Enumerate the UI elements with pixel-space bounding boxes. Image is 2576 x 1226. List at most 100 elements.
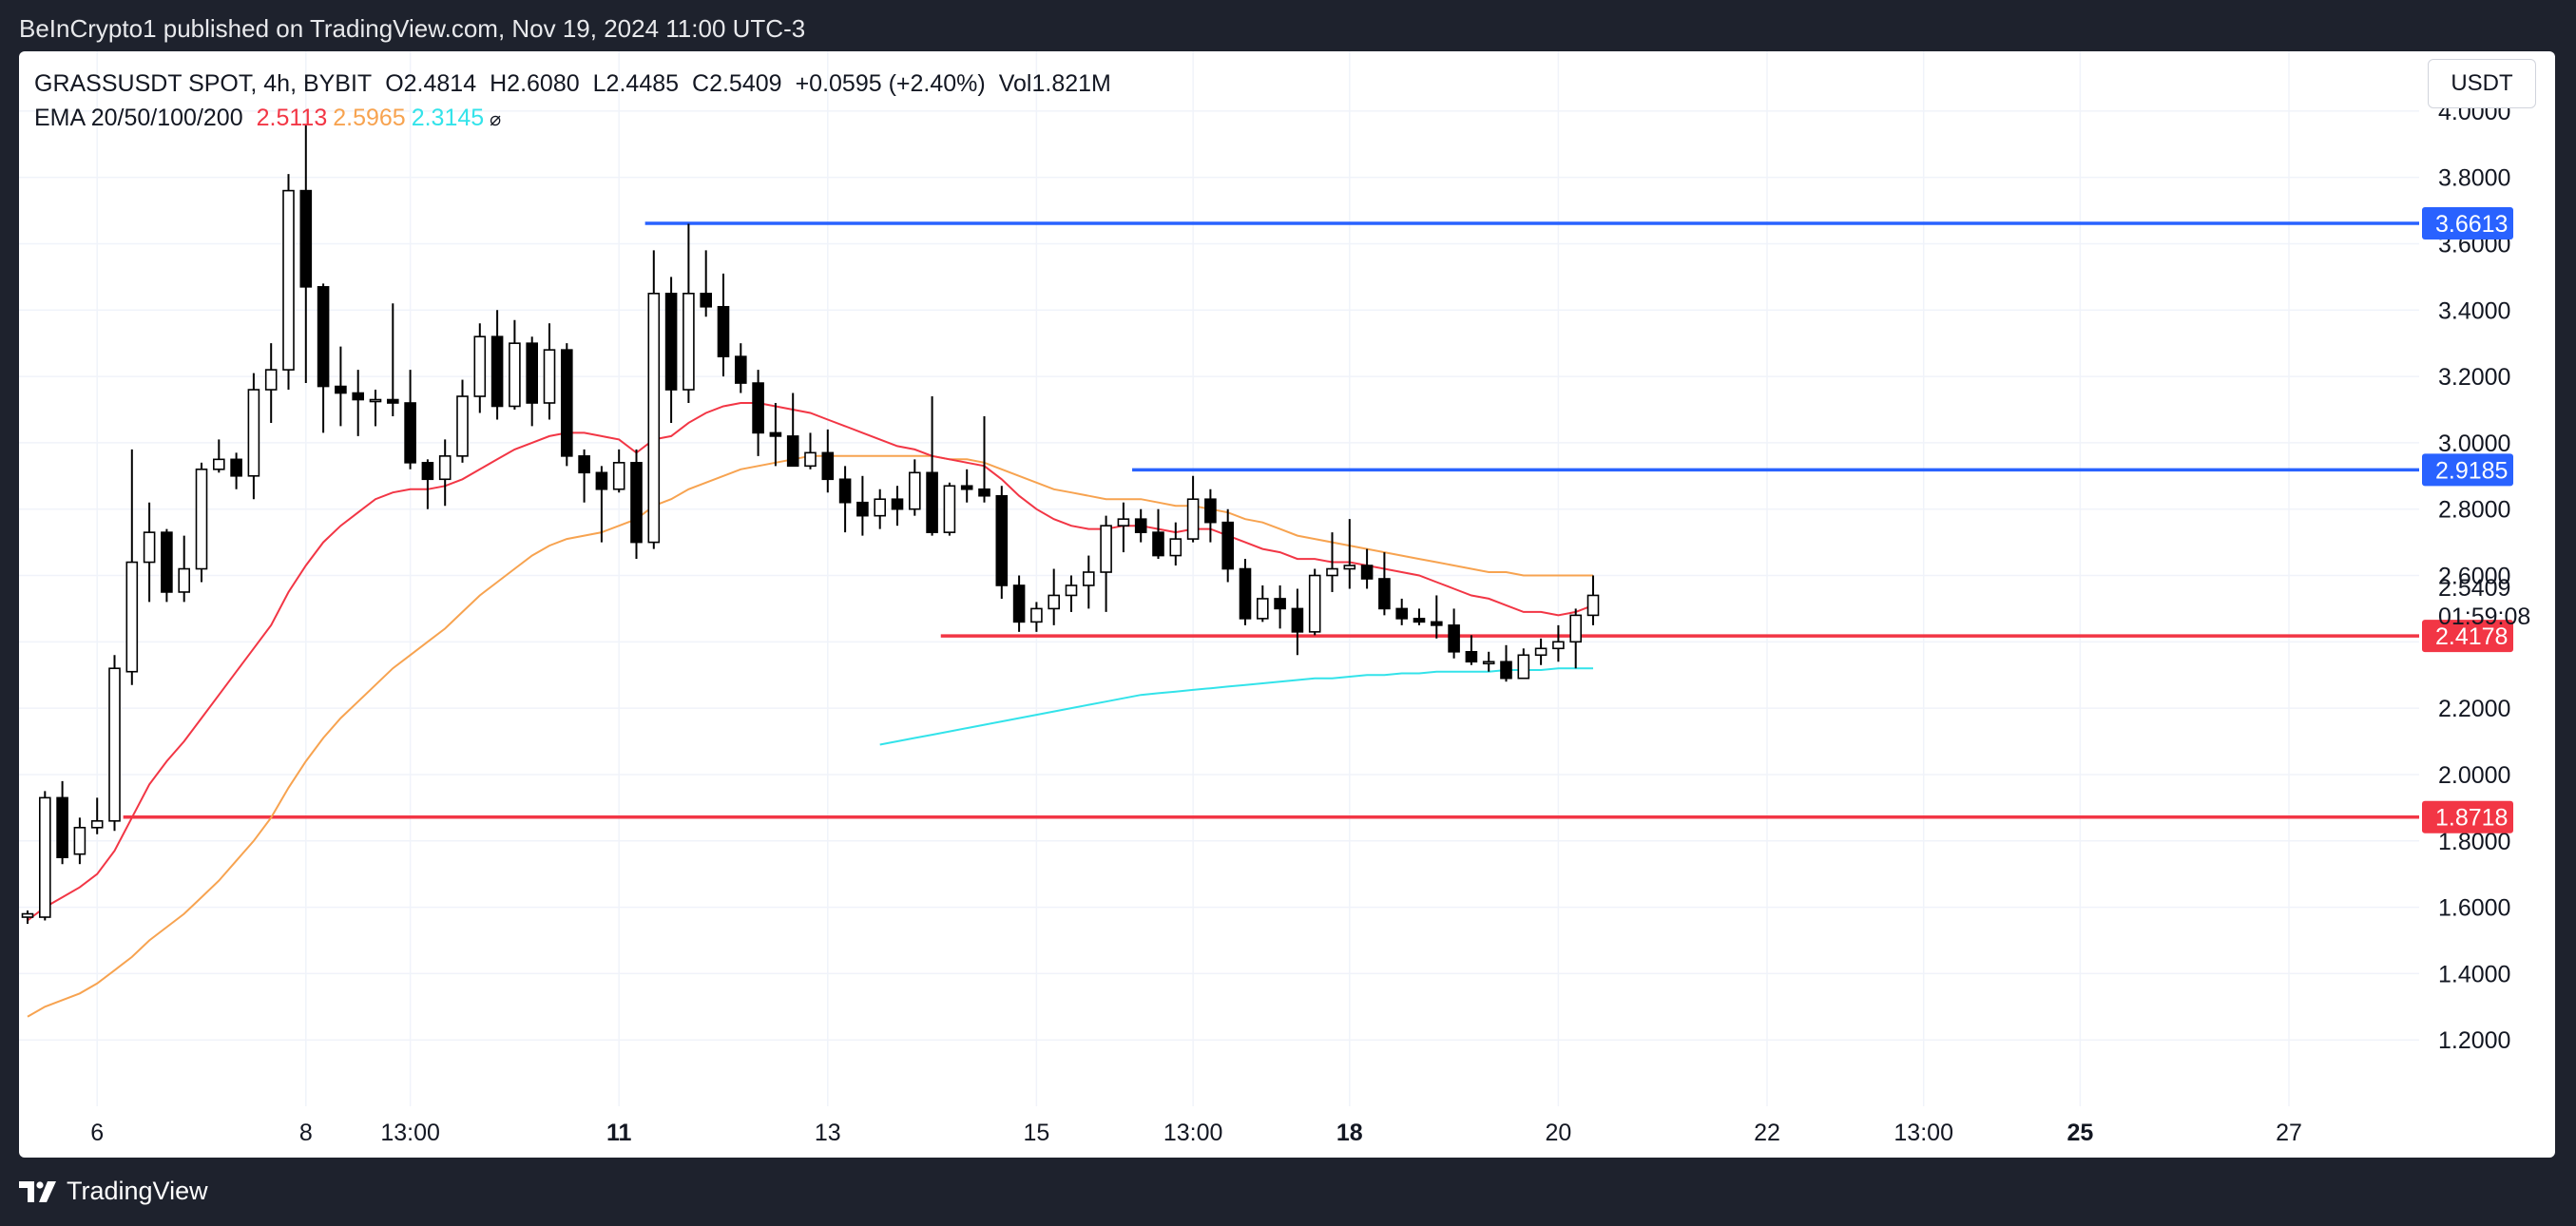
- brand-name: TradingView: [67, 1177, 208, 1205]
- ema-label[interactable]: EMA 20/50/100/200: [34, 105, 243, 131]
- currency-button[interactable]: USDT: [2428, 59, 2536, 108]
- candle: [838, 466, 852, 533]
- y-tick-label: 2.6000: [2438, 564, 2510, 590]
- candle: [386, 303, 399, 416]
- candle: [1152, 508, 1164, 560]
- symbol-info[interactable]: GRASSUSDT SPOT, 4h, BYBIT: [34, 70, 373, 97]
- candle-body: [1465, 650, 1478, 663]
- last-price-label: 2.5409: [2438, 575, 2510, 602]
- candle-body: [161, 531, 173, 593]
- x-tick-label: 20: [1545, 1120, 1571, 1146]
- ohlc-row: GRASSUSDT SPOT, 4h, BYBIT O2.4814 H2.6080 L…: [34, 67, 1125, 101]
- candle: [317, 283, 330, 433]
- candle-body: [1117, 518, 1130, 527]
- candle: [1239, 559, 1252, 625]
- candle-body: [1360, 565, 1374, 580]
- candle: [473, 323, 487, 413]
- candle: [490, 310, 504, 420]
- candle-body: [1291, 607, 1304, 633]
- candle-body: [1586, 594, 1600, 617]
- volume-value: Vol1.821M: [998, 70, 1111, 97]
- candle-body: [1378, 578, 1391, 610]
- candle-body: [978, 488, 990, 497]
- level-tag-label: 2.9185: [2435, 457, 2508, 484]
- candle-body: [1204, 498, 1217, 524]
- candle-body: [299, 189, 313, 288]
- ema100-value: 2.3145: [411, 105, 485, 131]
- high-value: H2.6080: [490, 70, 580, 97]
- candle-body: [213, 458, 225, 470]
- candle-body: [1239, 567, 1252, 620]
- candle-body: [804, 451, 817, 468]
- chart-area[interactable]: 4.0000 3.8000 3.6000 3.4000 3.2000 3.0000 2.80…: [19, 51, 2555, 1158]
- candle: [1083, 555, 1095, 609]
- candle: [908, 459, 921, 516]
- level-price-tag: 3.6613: [2422, 207, 2513, 240]
- candle-body: [1152, 531, 1164, 557]
- level-tag-label: 2.4178: [2435, 623, 2508, 650]
- candle-body: [734, 355, 747, 384]
- candle: [543, 323, 556, 420]
- x-tick-label: 6: [90, 1120, 104, 1146]
- candle: [178, 535, 190, 603]
- candles: [21, 124, 1600, 925]
- tradingview-brand[interactable]: TradingView: [19, 1177, 208, 1206]
- candle-body: [195, 469, 208, 570]
- candle: [578, 449, 590, 503]
- level-tag-bg: [2422, 453, 2513, 487]
- candle: [1065, 575, 1078, 612]
- candle-body: [73, 826, 87, 855]
- y-tick-label: 1.6000: [2438, 895, 2510, 922]
- candle-body: [1448, 624, 1460, 653]
- candle: [734, 343, 747, 393]
- candle-body: [1134, 518, 1147, 533]
- candle-body: [456, 395, 469, 457]
- candle-body: [352, 392, 365, 401]
- candle: [404, 370, 416, 469]
- ema20-line: [27, 402, 1594, 922]
- candle: [56, 780, 68, 865]
- ema-row: EMA 20/50/100/200 2.5113 2.5965 2.3145 ⌀: [34, 101, 1125, 135]
- candle-body: [1395, 607, 1408, 620]
- candle-body: [926, 471, 938, 533]
- candle-body: [369, 398, 382, 403]
- level-price-tag: 1.8718: [2422, 800, 2513, 833]
- candle: [21, 910, 34, 925]
- candle: [230, 452, 242, 489]
- candle-body: [630, 462, 643, 544]
- candle-body: [1030, 607, 1043, 623]
- candle: [421, 459, 434, 509]
- candle-body: [108, 667, 121, 822]
- countdown-label: 01:59:08: [2438, 603, 2530, 630]
- candle-body: [821, 451, 835, 481]
- candle: [108, 655, 121, 832]
- candle-body: [717, 305, 730, 357]
- candle: [1326, 532, 1338, 592]
- time-axis: 6 8 13:00 11 13 15 13:00 18 20 22 13:00 25 27: [90, 1120, 2302, 1146]
- candle-body: [838, 478, 852, 504]
- candle: [38, 791, 51, 921]
- x-tick-label: 13:00: [1163, 1120, 1223, 1146]
- x-tick-label: 25: [2067, 1120, 2093, 1146]
- candle-body: [143, 531, 156, 564]
- candle: [1343, 519, 1356, 589]
- x-tick-label: 13: [815, 1120, 841, 1146]
- candle-body: [473, 335, 487, 397]
- ema100-line: [879, 667, 1593, 746]
- candle: [943, 482, 956, 536]
- y-tick-label: 3.8000: [2438, 165, 2510, 192]
- candle-body: [247, 389, 260, 477]
- candle: [1186, 475, 1200, 543]
- low-value: L2.4485: [592, 70, 680, 97]
- candle: [1274, 584, 1286, 629]
- candle-body: [1326, 567, 1338, 577]
- close-value: C2.5409: [692, 70, 782, 97]
- hide-indicator-icon[interactable]: ⌀: [490, 109, 502, 130]
- candle: [1117, 502, 1130, 553]
- candle: [1413, 608, 1426, 625]
- candle: [647, 250, 661, 549]
- candle-body: [1500, 661, 1512, 680]
- price-chart[interactable]: 4.00003.80003.60003.40003.20003.00002.80…: [19, 51, 2555, 1158]
- candle: [560, 343, 573, 467]
- ema50-value: 2.5965: [333, 105, 406, 131]
